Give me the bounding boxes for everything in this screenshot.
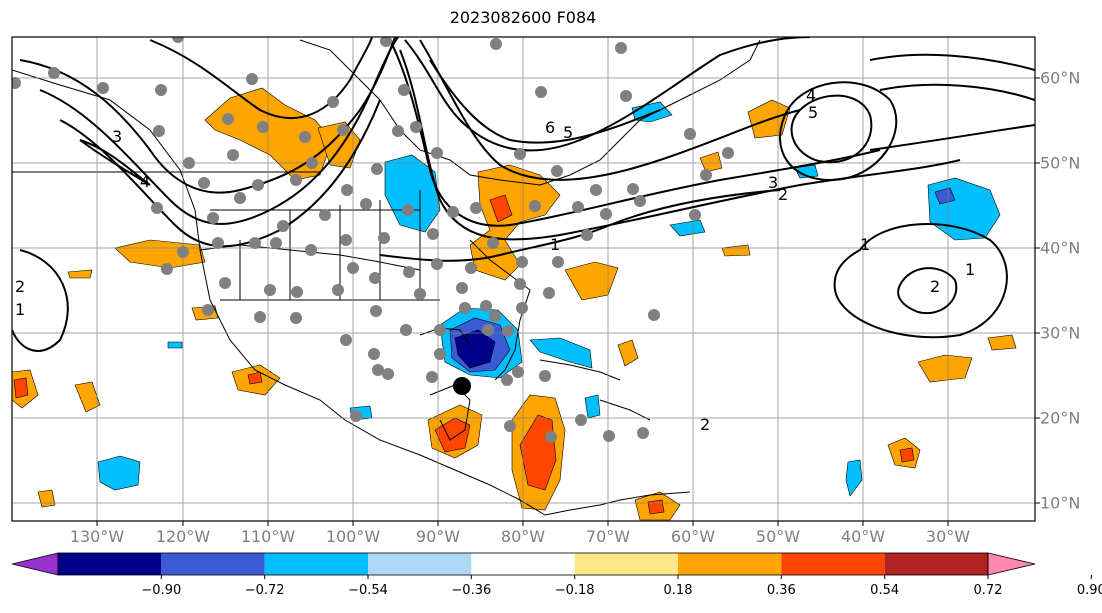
- colorbar-cell: [368, 553, 472, 575]
- lon-label: 40°W: [840, 527, 886, 546]
- lat-label: 60°N: [1040, 68, 1081, 88]
- colorbar-cell: [161, 553, 265, 575]
- storm-center-marker: [453, 377, 471, 395]
- colorbar-tick-label: −0.54: [348, 583, 388, 598]
- colorbar-cell: [574, 553, 678, 575]
- contour-label: 1: [15, 300, 25, 319]
- lat-label: 50°N: [1040, 153, 1081, 173]
- colorbar-tick-label: 0.36: [766, 583, 796, 598]
- contour-label: 1: [550, 235, 560, 254]
- colorbar-tick-label: −0.72: [244, 583, 285, 598]
- lon-label: 80°W: [500, 527, 546, 546]
- lat-label: 20°N: [1040, 408, 1081, 428]
- lon-label: 70°W: [585, 527, 631, 546]
- lon-label: 50°W: [755, 527, 801, 546]
- colorbar-extend-max: [987, 552, 1036, 576]
- colorbar-cell: [264, 553, 368, 575]
- contour-labels: 6 5 4 3 2 1 2 3 4 5 1 2 1 2 1: [15, 86, 975, 434]
- colorbar-tick-label: −0.36: [451, 583, 492, 598]
- contour-label: 5: [563, 123, 573, 142]
- contour-label: 1: [965, 260, 975, 279]
- contour-label: 6: [545, 118, 555, 137]
- lon-label: 90°W: [415, 527, 461, 546]
- lon-label: 30°W: [925, 527, 971, 546]
- lat-label: 10°N: [1040, 493, 1081, 513]
- colorbar-tick-label: −0.90: [141, 583, 182, 598]
- graticule: [12, 37, 1035, 521]
- contour-label: 3: [768, 173, 778, 192]
- colorbar-cell: [678, 553, 782, 575]
- colorbar-tick-label: 0.54: [870, 583, 900, 598]
- lat-label: 30°N: [1040, 323, 1081, 343]
- contour-label: 5: [808, 103, 818, 122]
- lon-label: 60°W: [670, 527, 716, 546]
- colorbar-cell: [884, 553, 988, 575]
- colorbar-cell: [781, 553, 885, 575]
- colorbar-tick-label: 0.18: [663, 583, 693, 598]
- lon-label: 100°W: [325, 527, 381, 546]
- contour-label: 2: [778, 185, 788, 204]
- map-title: 2023082600 F084: [449, 8, 597, 27]
- contour-label: 4: [140, 172, 150, 191]
- lon-label: 130°W: [69, 527, 125, 546]
- colorbar-tick-label: 0.90: [1076, 583, 1102, 598]
- colorbar-tick-label: 0.72: [973, 583, 1003, 598]
- lon-label: 110°W: [240, 527, 296, 546]
- contour-label: 2: [930, 277, 940, 296]
- contour-label: 2: [700, 415, 710, 434]
- lon-label: 120°W: [155, 527, 211, 546]
- colorbar-tick-label: −0.18: [554, 583, 595, 598]
- contour-label: 2: [15, 277, 25, 296]
- colorbar-cell: [58, 553, 162, 575]
- colorbar-extend-min: [11, 552, 59, 576]
- contour-label: 4: [806, 86, 816, 105]
- lat-label: 40°N: [1040, 238, 1081, 258]
- contour-lines: [12, 37, 1035, 352]
- contour-label: 3: [112, 127, 122, 146]
- colorbar-cell: [471, 553, 575, 575]
- contour-label: 1: [860, 235, 870, 254]
- station-dots: [12, 37, 734, 443]
